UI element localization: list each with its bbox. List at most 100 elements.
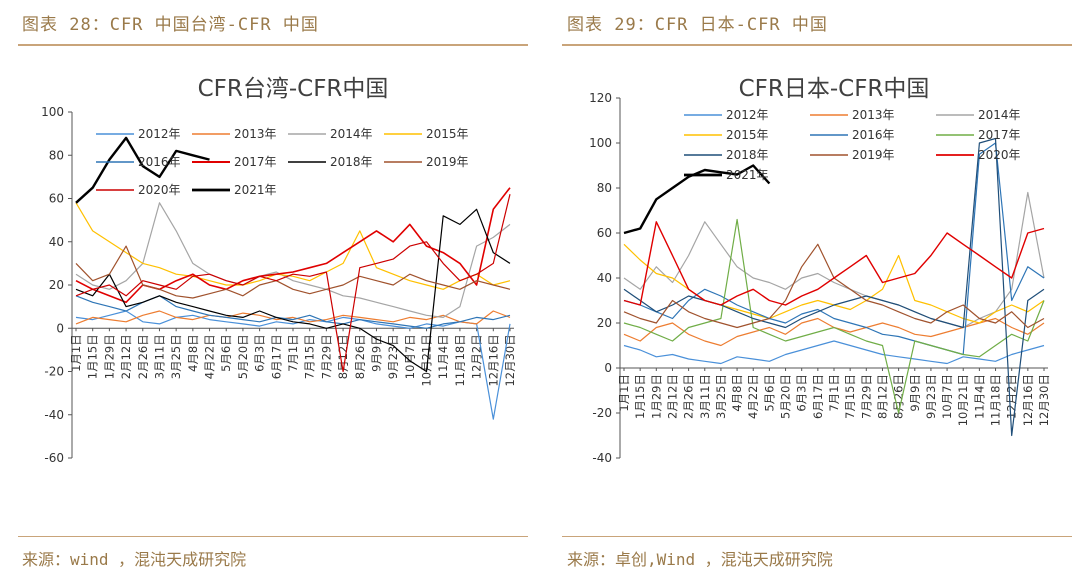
x-tick-label: 2月12日 bbox=[119, 334, 133, 379]
x-tick-label: 3月11日 bbox=[152, 334, 166, 379]
figure-28-top-rule bbox=[18, 44, 528, 46]
y-tick-label: -40 bbox=[592, 451, 612, 465]
x-tick-label: 4月22日 bbox=[746, 374, 760, 419]
y-tick-label: 120 bbox=[589, 91, 612, 105]
y-tick-label: 60 bbox=[597, 226, 612, 240]
x-tick-label: 9月9日 bbox=[908, 374, 922, 412]
chart-cfr-japan-minus-china: CFR日本-CFR中国 -40 -20 0 20 40 60 80 100 120 1月1日 1月15… bbox=[589, 76, 1051, 465]
figure-29-label: 图表 29：CFR 日本-CFR 中国 bbox=[567, 15, 828, 35]
x-tick-label: 8月12日 bbox=[875, 374, 889, 419]
y-tick-label: 40 bbox=[49, 235, 64, 249]
figure-29-top-rule bbox=[562, 44, 1072, 46]
figure-29-source: 来源：卓创,Wind ，混沌天成研究院 bbox=[567, 550, 833, 569]
figure-28-source: 来源：wind ，混沌天成研究院 bbox=[22, 550, 247, 569]
series-line-2012年 bbox=[623, 340, 1045, 365]
x-tick-label: 11月18日 bbox=[989, 374, 1003, 426]
legend-label: 2016年 bbox=[852, 128, 895, 142]
y-tick-label: 80 bbox=[49, 148, 64, 162]
x-tick-label: 8月12日 bbox=[336, 334, 350, 379]
y-tick-label: 20 bbox=[597, 316, 612, 330]
x-tick-label: 7月15日 bbox=[303, 334, 317, 379]
x-tick-label: 4月22日 bbox=[203, 334, 217, 379]
legend-label: 2020年 bbox=[138, 183, 181, 197]
x-tick-label: 1月15日 bbox=[86, 334, 100, 379]
x-tick-label: 10月7日 bbox=[940, 374, 954, 419]
x-tick-label: 11月4日 bbox=[972, 374, 986, 419]
x-tick-label: 3月11日 bbox=[698, 374, 712, 419]
series-line-2015年 bbox=[75, 202, 511, 290]
x-tick-label: 10月21日 bbox=[420, 334, 434, 386]
chart-title: CFR台湾-CFR中国 bbox=[198, 76, 389, 102]
legend-label: 2021年 bbox=[234, 183, 277, 197]
series-line-2016年 bbox=[623, 142, 1045, 356]
x-tick-label: 5月6日 bbox=[219, 334, 233, 372]
x-tick-label: 1月1日 bbox=[617, 374, 631, 412]
x-tick-label: 11月4日 bbox=[436, 334, 450, 379]
series-line-2017年 bbox=[623, 218, 1045, 414]
x-tick-label: 6月17日 bbox=[269, 334, 283, 379]
series-line-2014年 bbox=[75, 202, 511, 318]
x-tick-label: 12月30日 bbox=[1037, 374, 1051, 426]
legend-label: 2019年 bbox=[426, 155, 469, 169]
chart-cfr-taiwan-minus-china: CFR台湾-CFR中国 -60 -40 -20 0 20 40 60 80 100 1月1日 1月15… bbox=[41, 76, 517, 465]
legend-label: 2016年 bbox=[138, 155, 181, 169]
x-tick-label: 8月26日 bbox=[353, 334, 367, 379]
legend-label: 2015年 bbox=[426, 127, 469, 141]
x-tick-label: 6月17日 bbox=[811, 374, 825, 419]
y-tick-label: -20 bbox=[592, 406, 612, 420]
legend-label: 2018年 bbox=[330, 155, 373, 169]
x-tick-label: 10月21日 bbox=[956, 374, 970, 426]
x-tick-label: 5月6日 bbox=[762, 374, 776, 412]
x-tick-label: 12月30日 bbox=[503, 334, 517, 386]
legend-label: 2017年 bbox=[234, 155, 277, 169]
legend-label: 2014年 bbox=[330, 127, 373, 141]
y-tick-label: 40 bbox=[597, 271, 612, 285]
x-tick-label: 9月23日 bbox=[386, 334, 400, 379]
x-tick-label: 2月26日 bbox=[136, 334, 150, 379]
y-tick-label: 0 bbox=[604, 361, 612, 375]
legend-label: 2017年 bbox=[978, 128, 1021, 142]
x-tick-label: 6月3日 bbox=[253, 334, 267, 372]
legend-label: 2013年 bbox=[234, 127, 277, 141]
figure-28-label: 图表 28：CFR 中国台湾-CFR 中国 bbox=[22, 15, 319, 35]
legend-label: 2012年 bbox=[726, 108, 769, 122]
x-tick-label: 7月1日 bbox=[827, 374, 841, 412]
figure-29-bottom-rule bbox=[562, 536, 1072, 537]
x-tick-label: 9月23日 bbox=[924, 374, 938, 419]
series-line-2021年 bbox=[75, 136, 210, 204]
x-tick-label: 1月29日 bbox=[102, 334, 116, 379]
x-tick-label: 1月15日 bbox=[633, 374, 647, 419]
x-tick-label: 11月18日 bbox=[453, 334, 467, 386]
series-line-2021年 bbox=[623, 164, 771, 235]
legend-label: 2013年 bbox=[852, 108, 895, 122]
x-tick-label: 7月29日 bbox=[319, 334, 333, 379]
legend-label: 2020年 bbox=[978, 148, 1021, 162]
x-tick-label: 2月26日 bbox=[682, 374, 696, 419]
y-tick-label: 80 bbox=[597, 181, 612, 195]
x-tick-label: 3月25日 bbox=[169, 334, 183, 379]
series-line-2019年 bbox=[75, 245, 511, 299]
series-line-2018年 bbox=[75, 208, 511, 373]
y-tick-label: 20 bbox=[49, 278, 64, 292]
x-tick-label: 4月8日 bbox=[186, 334, 200, 372]
y-tick-label: -40 bbox=[44, 408, 64, 422]
series-line-2018年 bbox=[623, 137, 1045, 437]
y-tick-label: 100 bbox=[41, 105, 64, 119]
x-tick-label: 7月29日 bbox=[859, 374, 873, 419]
series-line-2020年 bbox=[623, 221, 1045, 306]
x-tick-label: 1月29日 bbox=[649, 374, 663, 419]
x-tick-label: 2月12日 bbox=[665, 374, 679, 419]
figure-28-bottom-rule bbox=[18, 536, 528, 537]
x-tick-label: 7月1日 bbox=[286, 334, 300, 372]
x-tick-label: 5月20日 bbox=[236, 334, 250, 379]
y-tick-label: -60 bbox=[44, 451, 64, 465]
y-tick-label: 100 bbox=[589, 136, 612, 150]
series-line-2020年 bbox=[75, 194, 511, 373]
x-tick-label: 4月8日 bbox=[730, 374, 744, 412]
x-tick-label: 1月1日 bbox=[69, 334, 83, 372]
legend-label: 2019年 bbox=[852, 148, 895, 162]
x-tick-label: 6月3日 bbox=[795, 374, 809, 412]
legend-label: 2018年 bbox=[726, 148, 769, 162]
x-tick-label: 10月7日 bbox=[403, 334, 417, 379]
series-line-2014年 bbox=[623, 191, 1045, 329]
